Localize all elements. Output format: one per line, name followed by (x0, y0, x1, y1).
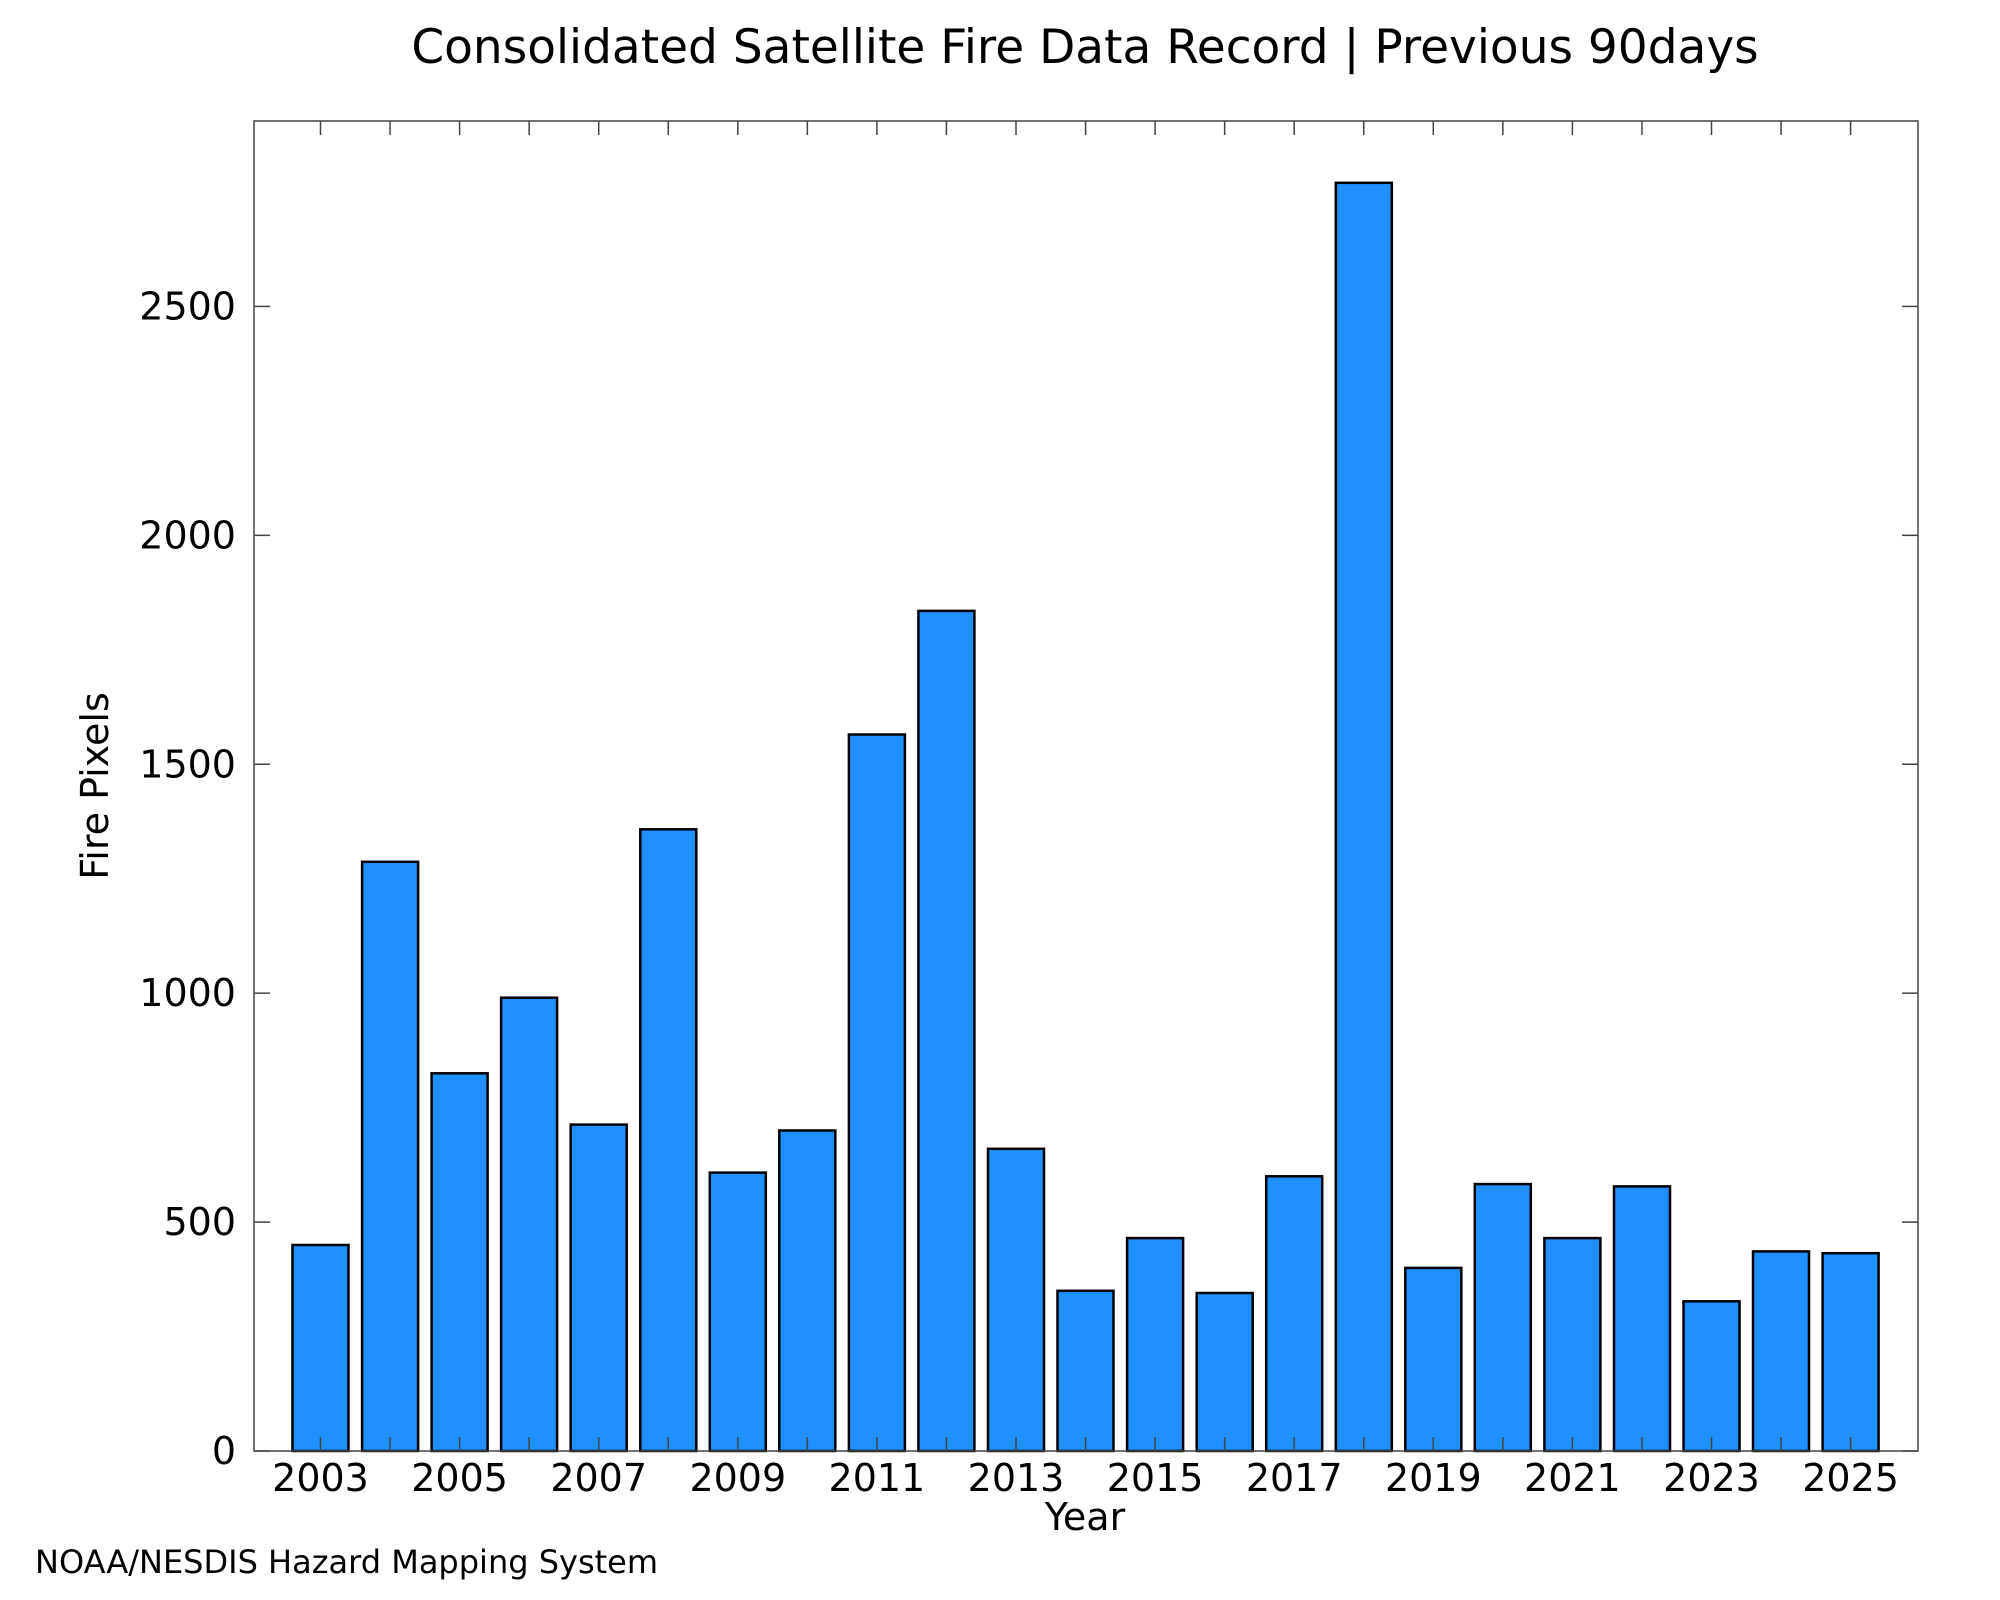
bar-2009 (708, 1171, 768, 1453)
bar-2018 (1334, 181, 1394, 1453)
y-tick-label-1500: 1500 (139, 742, 236, 786)
bar-2020 (1473, 1182, 1533, 1453)
y-axis-label: Fire Pixels (73, 692, 117, 880)
x-tick-label-2021: 2021 (1524, 1456, 1621, 1500)
bar-2016 (1195, 1291, 1254, 1453)
bar-2012 (917, 609, 976, 1453)
bar-2011 (847, 733, 907, 1453)
x-tick-label-2019: 2019 (1385, 1456, 1482, 1500)
bar-2015 (1125, 1236, 1185, 1453)
x-tick-label-2009: 2009 (689, 1456, 786, 1500)
y-tick-label-2000: 2000 (139, 513, 236, 557)
credit-text: NOAA/NESDIS Hazard Mapping System (35, 1543, 658, 1581)
bar-2025 (1821, 1251, 1880, 1453)
y-tick-label-1000: 1000 (139, 971, 236, 1015)
y-tick-label-2500: 2500 (139, 284, 236, 328)
x-tick-label-2007: 2007 (550, 1456, 647, 1500)
y-tick-labels: 0 500 1000 1500 2000 2500 (139, 284, 236, 1473)
bar-2017 (1264, 1175, 1324, 1453)
bar-2004 (360, 860, 420, 1453)
y-tick-label-0: 0 (212, 1429, 236, 1473)
x-tick-label-2003: 2003 (272, 1456, 369, 1500)
x-tick-labels: 2003 2005 2007 2009 2011 2013 2015 2017 2019 2021… (272, 1456, 1899, 1500)
bar-2021 (1543, 1236, 1602, 1453)
bar-2003 (291, 1243, 350, 1453)
x-tick-label-2025: 2025 (1802, 1456, 1899, 1500)
bar-2022 (1612, 1185, 1672, 1453)
x-tick-label-2015: 2015 (1107, 1456, 1204, 1500)
bar-2010 (778, 1129, 837, 1453)
bar-2013 (986, 1147, 1046, 1453)
bar-2008 (639, 828, 698, 1453)
x-tick-label-2005: 2005 (411, 1456, 508, 1500)
y-tick-label-500: 500 (163, 1200, 236, 1244)
bar-2006 (499, 996, 559, 1453)
bar-2005 (430, 1072, 489, 1453)
bar-2023 (1682, 1300, 1741, 1453)
x-tick-label-2023: 2023 (1663, 1456, 1760, 1500)
x-tick-label-2013: 2013 (968, 1456, 1065, 1500)
bar-2024 (1751, 1250, 1811, 1453)
bar-2014 (1056, 1289, 1115, 1453)
ticks-layer (254, 121, 1918, 1452)
bars-layer (291, 181, 1880, 1453)
bar-2007 (569, 1123, 628, 1453)
x-tick-label-2011: 2011 (829, 1456, 926, 1500)
chart-title: Consolidated Satellite Fire Data Record … (411, 20, 1758, 75)
x-tick-label-2017: 2017 (1246, 1456, 1343, 1500)
x-axis-label: Year (1044, 1495, 1126, 1539)
bar-2019 (1404, 1266, 1463, 1453)
